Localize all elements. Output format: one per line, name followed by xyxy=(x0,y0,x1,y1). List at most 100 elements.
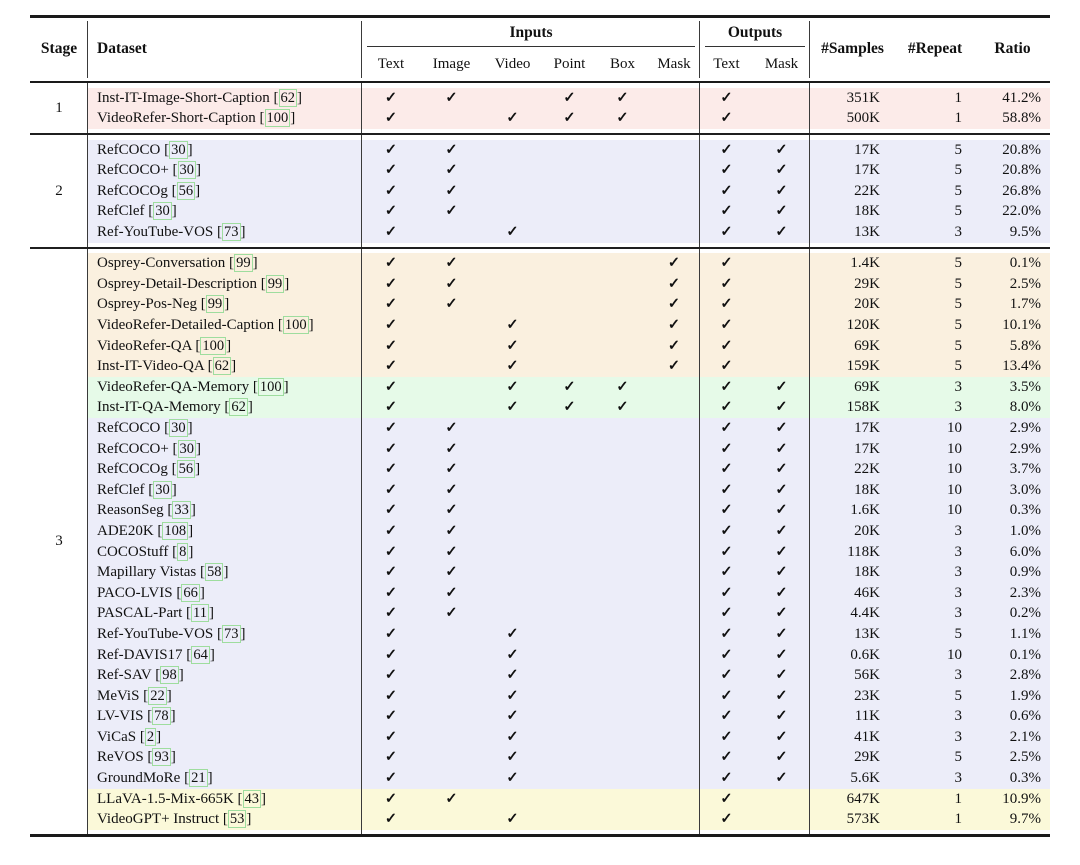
citation-link[interactable]: 2 xyxy=(144,727,157,746)
output-mask-checkmark: ✓ xyxy=(775,564,788,581)
stage-section-3: 3 Osprey-Conversation [99] ✓ ✓ ✓ ✓ 1.4K 5 0.1% Os… xyxy=(30,248,1050,835)
citation-link[interactable]: 93 xyxy=(152,748,171,767)
repeat-cell: 3 xyxy=(954,564,963,581)
citation-link[interactable]: 100 xyxy=(264,109,291,128)
citation-link[interactable]: 21 xyxy=(189,769,208,788)
repeat-cell: 1 xyxy=(954,110,963,127)
dataset-cell: VideoGPT+ Instruct [53] xyxy=(88,809,362,830)
table-row: MeViS [22] ✓ ✓ ✓ ✓ 23K 5 1.9% xyxy=(88,685,1050,707)
citation-link[interactable]: 43 xyxy=(242,789,262,808)
citation-link[interactable]: 100 xyxy=(282,316,309,334)
table-row: VideoGPT+ Instruct [53] ✓ ✓ ✓ 573K 1 9.7% xyxy=(88,809,1050,830)
citation-link[interactable]: 56 xyxy=(176,181,196,200)
table-row: RefCOCOg [56] ✓ ✓ ✓ ✓ 22K 5 26.8% xyxy=(88,180,1050,202)
citation-link[interactable]: 66 xyxy=(181,583,200,602)
input-mask-checkmark: ✓ xyxy=(667,337,681,354)
column-header-output-text: Text xyxy=(713,55,740,72)
column-divider xyxy=(87,135,88,248)
dataset-cell: VideoRefer-Short-Caption [100] xyxy=(88,108,362,129)
input-text-checkmark: ✓ xyxy=(384,646,398,663)
table-row: Osprey-Pos-Neg [99] ✓ ✓ ✓ ✓ 20K 5 1.7% xyxy=(88,294,1050,315)
citation-link[interactable]: 73 xyxy=(222,222,241,241)
input-image-checkmark: ✓ xyxy=(445,419,458,436)
citation-link[interactable]: 99 xyxy=(205,295,225,314)
input-video-checkmark: ✓ xyxy=(506,667,519,684)
citation-link[interactable]: 30 xyxy=(169,418,188,437)
table-row: RefCOCO [30] ✓ ✓ ✓ ✓ 17K 10 2.9% xyxy=(88,417,1050,439)
dataset-cell: ADE20K [108] xyxy=(88,521,362,542)
input-mask-checkmark: ✓ xyxy=(667,317,681,333)
table-row: ViCaS [2] ✓ ✓ ✓ ✓ 41K 3 2.1% xyxy=(88,726,1050,748)
dataset-name: RefCOCOg [ xyxy=(97,461,177,478)
header-divider xyxy=(361,20,362,78)
repeat-cell: 10 xyxy=(947,419,962,436)
output-text-checkmark: ✓ xyxy=(720,749,733,766)
citation-link[interactable]: 8 xyxy=(177,542,189,561)
citation-link[interactable]: 108 xyxy=(162,521,189,540)
citation-link[interactable]: 64 xyxy=(191,645,210,664)
samples-cell: 500K xyxy=(846,110,880,127)
dataset-cell: Ref-DAVIS17 [64] xyxy=(88,645,362,666)
citation-link[interactable]: 30 xyxy=(153,480,172,499)
input-image-checkmark: ✓ xyxy=(445,481,458,498)
input-text-checkmark: ✓ xyxy=(384,440,398,457)
citation-link[interactable]: 30 xyxy=(169,140,188,159)
citation-link[interactable]: 11 xyxy=(191,604,210,623)
citation-link[interactable]: 73 xyxy=(222,624,241,643)
table-row: Mapillary Vistas [58] ✓ ✓ ✓ ✓ 18K 3 0.9% xyxy=(88,562,1050,583)
repeat-cell: 5 xyxy=(954,749,963,766)
column-divider xyxy=(361,83,362,134)
output-mask-checkmark: ✓ xyxy=(775,584,788,601)
citation-link[interactable]: 98 xyxy=(160,666,179,685)
dataset-name: Mapillary Vistas [ xyxy=(97,564,205,581)
table-row: ReasonSeg [33] ✓ ✓ ✓ ✓ 1.6K 10 0.3% xyxy=(88,500,1050,521)
repeat-cell: 5 xyxy=(954,203,963,220)
input-video-checkmark: ✓ xyxy=(506,110,519,127)
citation-link[interactable]: 30 xyxy=(177,161,197,180)
citation-close-bracket: ] xyxy=(196,162,202,179)
stage-section-1: 1 Inst-IT-Image-Short-Caption [62] ✓ ✓ ✓ ✓ ✓ 35… xyxy=(30,83,1050,134)
input-image-checkmark: ✓ xyxy=(445,255,458,272)
citation-link[interactable]: 99 xyxy=(265,274,285,293)
samples-cell: 158K xyxy=(846,399,880,416)
dataset-name: Inst-IT-Video-QA [ xyxy=(97,358,213,375)
citation-link[interactable]: 58 xyxy=(204,563,224,582)
citation-link[interactable]: 62 xyxy=(229,398,248,417)
citation-link[interactable]: 62 xyxy=(278,88,297,107)
output-mask-checkmark: ✓ xyxy=(775,605,788,622)
dataset-cell: PACO-LVIS [66] xyxy=(88,583,362,604)
citation-close-bracket: ] xyxy=(252,255,258,272)
dataset-cell: Mapillary Vistas [58] xyxy=(88,562,362,583)
dataset-name: LV-VIS [ xyxy=(97,708,153,725)
dataset-cell: LLaVA-1.5-Mix-665K [43] xyxy=(88,789,362,810)
output-text-checkmark: ✓ xyxy=(720,625,733,642)
output-text-checkmark: ✓ xyxy=(720,605,733,622)
dataset-name: RefClef [ xyxy=(97,203,154,220)
output-text-checkmark: ✓ xyxy=(720,811,733,828)
dataset-name: RefClef [ xyxy=(97,481,154,498)
citation-link[interactable]: 56 xyxy=(176,460,196,479)
citation-link[interactable]: 30 xyxy=(177,439,197,458)
samples-cell: 17K xyxy=(854,440,880,457)
ratio-cell: 0.1% xyxy=(1009,646,1041,663)
citation-link[interactable]: 22 xyxy=(148,686,167,705)
citation-link[interactable]: 78 xyxy=(152,707,171,726)
header-divider xyxy=(809,20,810,78)
citation-close-bracket: ] xyxy=(240,625,246,642)
output-mask-checkmark: ✓ xyxy=(775,419,788,436)
input-image-checkmark: ✓ xyxy=(445,522,458,539)
dataset-cell: Ref-YouTube-VOS [73] xyxy=(88,222,362,243)
citation-link[interactable]: 53 xyxy=(227,810,247,829)
citation-link[interactable]: 100 xyxy=(200,336,227,355)
citation-link[interactable]: 99 xyxy=(234,254,253,273)
citation-link[interactable]: 30 xyxy=(153,202,172,221)
input-mask-checkmark: ✓ xyxy=(667,358,681,375)
citation-link[interactable]: 62 xyxy=(212,357,232,376)
citation-link[interactable]: 100 xyxy=(257,377,284,396)
samples-cell: 22K xyxy=(854,182,880,199)
ratio-cell: 22.0% xyxy=(1002,203,1041,220)
citation-link[interactable]: 33 xyxy=(172,501,191,520)
dataset-cell: RefCOCOg [56] xyxy=(88,181,362,202)
dataset-cell: RefClef [30] xyxy=(88,480,362,501)
input-text-checkmark: ✓ xyxy=(384,728,398,745)
